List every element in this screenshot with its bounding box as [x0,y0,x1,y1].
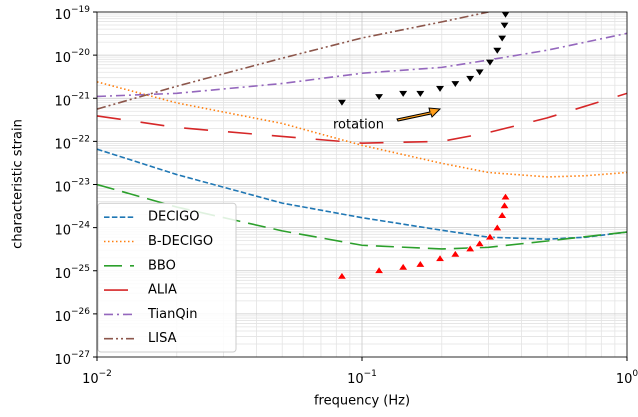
marker [336,271,347,280]
annotation-arrow [396,107,442,122]
marker [497,34,508,43]
marker [415,90,426,98]
y-axis-label: characteristic strain [11,119,26,249]
marker [474,239,485,247]
y-tick-label: 10−22 [54,134,90,152]
y-tick-label: 10−25 [54,263,90,281]
y-tick-label: 10−23 [54,177,90,195]
series-line [97,92,627,144]
marker [492,47,503,55]
marker [500,192,511,201]
marker [465,75,476,83]
series-line [97,12,489,110]
marker [374,93,385,102]
plot-area [97,12,627,280]
marker [501,12,511,19]
legend: DECIGO B-DECIGO BBO ALIA TianQin LISA [97,202,237,353]
x-tick-label: 10−1 [347,369,377,387]
marker [497,211,508,219]
marker [336,99,347,107]
marker [415,259,426,268]
x-axis-label: frequency (Hz) [314,394,410,409]
marker [398,262,409,271]
annotation: rotation [333,118,384,133]
marker [398,90,409,98]
series-line [97,183,627,250]
y-tick-label: 10−27 [54,350,90,368]
legend-label: DECIGO [148,210,199,225]
series-line [97,32,627,98]
legend-label: BBO [148,258,176,273]
legend-label: ALIA [148,283,177,298]
marker [499,201,510,209]
marker [492,223,503,232]
x-tick-label: 10−2 [82,369,112,387]
marker [374,266,385,274]
legend-label: TianQin [147,307,197,322]
marker [484,232,496,241]
marker [474,68,485,77]
marker [465,244,476,252]
marker [499,21,510,30]
y-tick-label: 10−26 [54,306,90,324]
marker [484,59,496,67]
marker [450,80,461,89]
legend-label: B-DECIGO [148,234,213,249]
y-tick-label: 10−24 [54,220,90,238]
legend-label: LISA [148,331,177,346]
legend-box [97,202,237,353]
marker [450,249,461,258]
marker [434,254,446,262]
y-tick-label: 10−19 [54,5,90,23]
marker [434,85,446,93]
y-tick-label: 10−20 [54,48,90,66]
y-tick-label: 10−21 [54,91,90,109]
x-tick-label: 100 [616,369,638,387]
